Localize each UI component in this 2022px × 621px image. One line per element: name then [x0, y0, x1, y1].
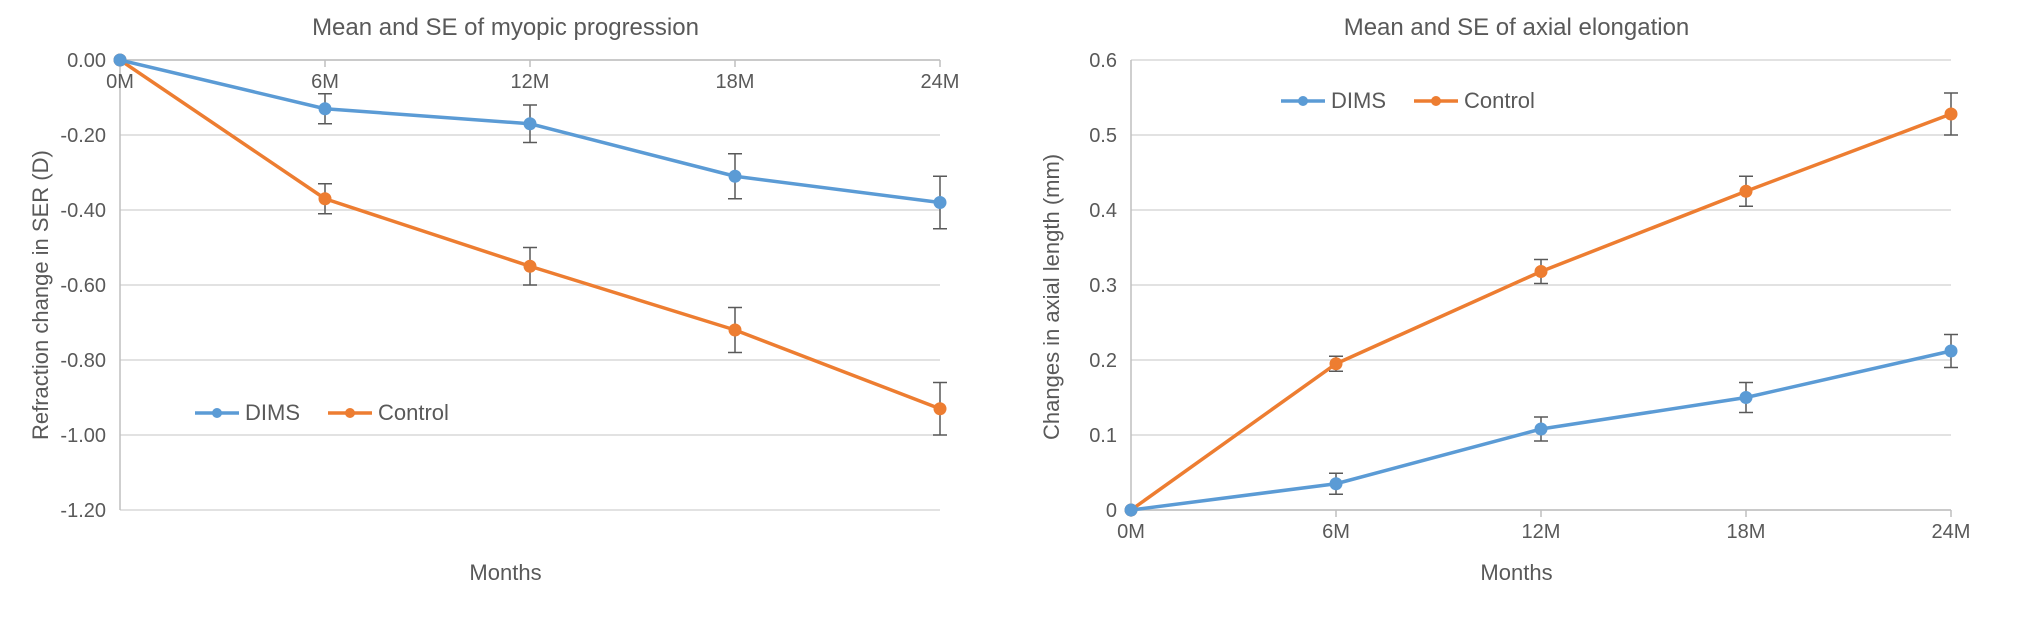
- figure-panel-pair: Mean and SE of myopic progression 0.00 -0…: [0, 0, 2022, 621]
- svg-text:6M: 6M: [311, 71, 339, 93]
- legend-swatch-dims: [195, 403, 239, 423]
- legend-label-dims: DIMS: [1331, 88, 1386, 114]
- svg-text:0: 0: [1106, 500, 1117, 522]
- legend-label-control: Control: [1464, 88, 1535, 114]
- legend-item-dims: DIMS: [1281, 88, 1386, 114]
- svg-text:-1.20: -1.20: [60, 500, 106, 522]
- right-y-axis-label: Changes in axial length (mm): [1039, 154, 1065, 440]
- left-chart-svg: 0.00 -0.20 -0.40 -0.60 -0.80 -1.00 -1.20 0M 6M 12…: [0, 0, 1011, 621]
- left-chart-panel: Mean and SE of myopic progression 0.00 -0…: [0, 0, 1011, 621]
- svg-text:0.6: 0.6: [1089, 50, 1117, 72]
- right-legend: DIMS Control: [1281, 88, 1535, 114]
- left-y-axis-label: Refraction change in SER (D): [28, 150, 54, 440]
- right-chart-panel: Mean and SE of axial elongation 0 0.1 0.2 0…: [1011, 0, 2022, 621]
- svg-text:-1.00: -1.00: [60, 425, 106, 447]
- svg-text:24M: 24M: [921, 71, 960, 93]
- svg-text:12M: 12M: [511, 71, 550, 93]
- svg-text:24M: 24M: [1932, 521, 1971, 543]
- legend-label-dims: DIMS: [245, 400, 300, 426]
- svg-text:0.00: 0.00: [67, 50, 106, 72]
- svg-text:18M: 18M: [716, 71, 755, 93]
- legend-swatch-dims: [1281, 91, 1325, 111]
- legend-swatch-control: [328, 403, 372, 423]
- legend-item-control: Control: [1414, 88, 1535, 114]
- svg-text:-0.80: -0.80: [60, 350, 106, 372]
- svg-text:0.2: 0.2: [1089, 350, 1117, 372]
- left-legend: DIMS Control: [195, 400, 449, 426]
- svg-text:0M: 0M: [106, 71, 134, 93]
- legend-label-control: Control: [378, 400, 449, 426]
- left-chart-title: Mean and SE of myopic progression: [0, 14, 1011, 42]
- legend-swatch-control: [1414, 91, 1458, 111]
- svg-text:-0.40: -0.40: [60, 200, 106, 222]
- legend-item-control: Control: [328, 400, 449, 426]
- svg-text:12M: 12M: [1522, 521, 1561, 543]
- svg-text:18M: 18M: [1727, 521, 1766, 543]
- left-x-axis-label: Months: [0, 560, 1011, 586]
- svg-text:0.1: 0.1: [1089, 425, 1117, 447]
- legend-item-dims: DIMS: [195, 400, 300, 426]
- right-x-axis-label: Months: [1011, 560, 2022, 586]
- svg-text:0.3: 0.3: [1089, 275, 1117, 297]
- svg-text:0.4: 0.4: [1089, 200, 1117, 222]
- svg-text:6M: 6M: [1322, 521, 1350, 543]
- svg-text:0M: 0M: [1117, 521, 1145, 543]
- svg-text:-0.20: -0.20: [60, 125, 106, 147]
- right-chart-title: Mean and SE of axial elongation: [1011, 14, 2022, 42]
- svg-text:0.5: 0.5: [1089, 125, 1117, 147]
- svg-text:-0.60: -0.60: [60, 275, 106, 297]
